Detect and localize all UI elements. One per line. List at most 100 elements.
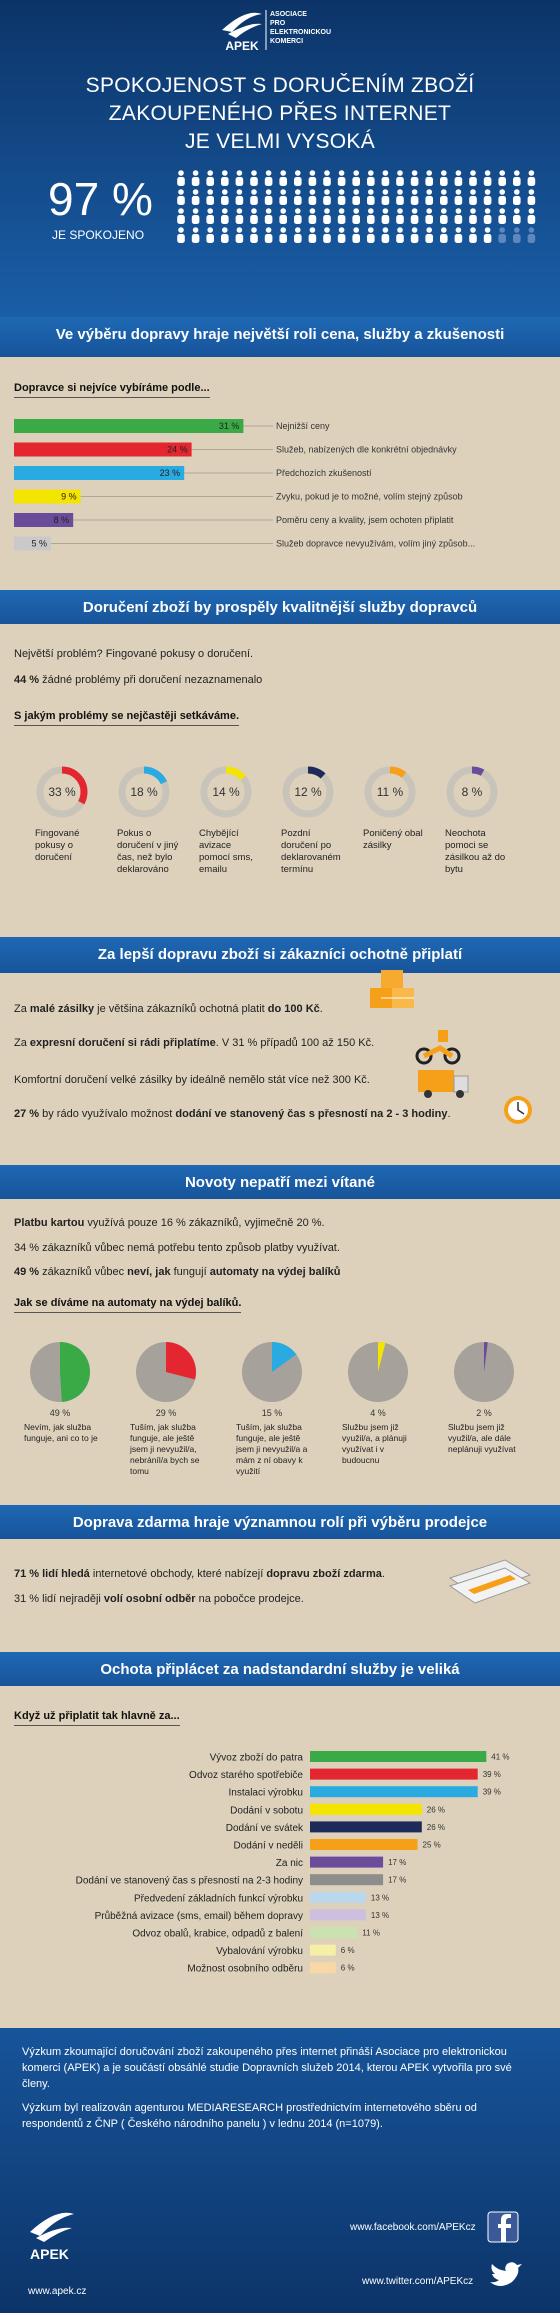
bar: [310, 1839, 418, 1850]
person-body: [527, 196, 536, 205]
person-head: [324, 227, 330, 233]
category-label: Dodání ve stanovený čas s přesností na 2…: [76, 1876, 303, 1887]
value-label: 12 %: [294, 785, 322, 799]
bar: [310, 1874, 384, 1886]
person-head: [397, 189, 403, 195]
org-name: ELEKTRONICKOU: [270, 29, 332, 36]
bar: [14, 419, 244, 433]
person-head: [528, 208, 535, 214]
person-body: [367, 177, 375, 186]
website[interactable]: www.apek.cz: [28, 2286, 87, 2297]
person-head: [236, 208, 243, 214]
person-head: [455, 189, 462, 195]
bar: [310, 1803, 422, 1815]
person-body: [308, 215, 317, 224]
person-body: [294, 196, 302, 205]
category-label: Chybějící avizace pomocí sms, emailu: [199, 828, 253, 875]
person-head: [368, 170, 374, 176]
bar: [310, 1962, 336, 1974]
person-body: [513, 234, 521, 243]
person-body: [513, 215, 521, 224]
person-head: [324, 189, 330, 195]
person-head: [338, 189, 345, 195]
category-label: Tuším, jak služba funguje, ale ještě jse…: [236, 1422, 308, 1476]
category-label: Pozdní doručení po deklarovaném termínu: [281, 828, 341, 875]
section-heading: Doručení zboží by prospěly kvalitnější s…: [0, 590, 560, 624]
donut-arc: [200, 766, 252, 818]
value-label: 29 %: [156, 1408, 177, 1418]
person-body: [410, 177, 419, 186]
bar: [14, 466, 185, 480]
person-head: [324, 170, 330, 176]
person-body: [513, 196, 521, 205]
person-body: [396, 196, 404, 205]
text-line: 71 % lidí hledá internetové obchody, kte…: [14, 1568, 385, 1580]
facebook-link[interactable]: www.facebook.com/APEKcz: [350, 2222, 476, 2233]
person-head: [222, 227, 228, 233]
person-body: [337, 196, 346, 205]
person-head: [178, 189, 184, 195]
person-body: [308, 234, 317, 243]
person-head: [441, 208, 447, 214]
donut-arc: [446, 766, 498, 818]
person-head: [192, 227, 199, 233]
person-head: [192, 189, 199, 195]
person-head: [514, 227, 520, 233]
chart-title: Když už připlatit tak hlavně za...: [14, 1710, 180, 1726]
value-label: 15 %: [262, 1408, 283, 1418]
person-head: [295, 189, 301, 195]
person-body: [483, 196, 492, 205]
footer-logo: APEK: [30, 2246, 69, 2262]
person-body: [279, 177, 287, 186]
person-head: [236, 189, 243, 195]
value-label: 31 %: [219, 421, 240, 431]
big-stat: 97 %: [48, 173, 153, 225]
person-head: [499, 170, 506, 176]
person-head: [251, 208, 257, 214]
person-body: [396, 234, 404, 243]
money-icon: [448, 1559, 532, 1604]
value-label: 17 %: [388, 1858, 406, 1867]
person-body: [410, 215, 419, 224]
value-label: 13 %: [371, 1893, 389, 1902]
person-head: [528, 227, 535, 233]
person-body: [191, 234, 200, 243]
category-label: Možnost osobního odběru: [187, 1964, 303, 1975]
category-label: Dodání ve svátek: [226, 1823, 304, 1834]
twitter-link[interactable]: www.twitter.com/APEKcz: [362, 2276, 474, 2287]
pie-slice: [166, 1342, 196, 1380]
category-label: Průběžná avizace (sms, email) během dopr…: [95, 1910, 303, 1922]
person-head: [426, 170, 433, 176]
person-body: [264, 234, 273, 243]
org-name: PRO: [270, 20, 286, 27]
person-body: [206, 234, 214, 243]
category-label: Zvyku, pokud je to možné, volím stejný z…: [276, 492, 463, 502]
person-head: [382, 227, 389, 233]
person-head: [338, 170, 345, 176]
person-head: [280, 227, 287, 233]
person-body: [381, 196, 390, 205]
person-head: [178, 208, 184, 214]
person-head: [309, 208, 316, 214]
person-body: [367, 234, 375, 243]
person-head: [528, 189, 535, 195]
person-head: [426, 208, 433, 214]
person-body: [352, 177, 360, 186]
person-body: [323, 196, 331, 205]
category-label: Fingované pokusy o doručení: [35, 828, 80, 863]
person-body: [440, 234, 448, 243]
value-label: 2 %: [476, 1408, 492, 1418]
person-body: [206, 177, 214, 186]
person-body: [235, 234, 244, 243]
donut-arc: [364, 766, 416, 818]
person-body: [469, 196, 477, 205]
text-fragment: 27 %: [14, 1108, 40, 1120]
text-fragment: 34 % zákazníků vůbec nemá potřebu tento …: [14, 1242, 340, 1254]
person-body: [250, 177, 258, 186]
person-body: [250, 196, 258, 205]
value-label: 49 %: [50, 1408, 71, 1418]
person-body: [483, 215, 492, 224]
person-body: [454, 215, 463, 224]
person-body: [498, 196, 506, 205]
